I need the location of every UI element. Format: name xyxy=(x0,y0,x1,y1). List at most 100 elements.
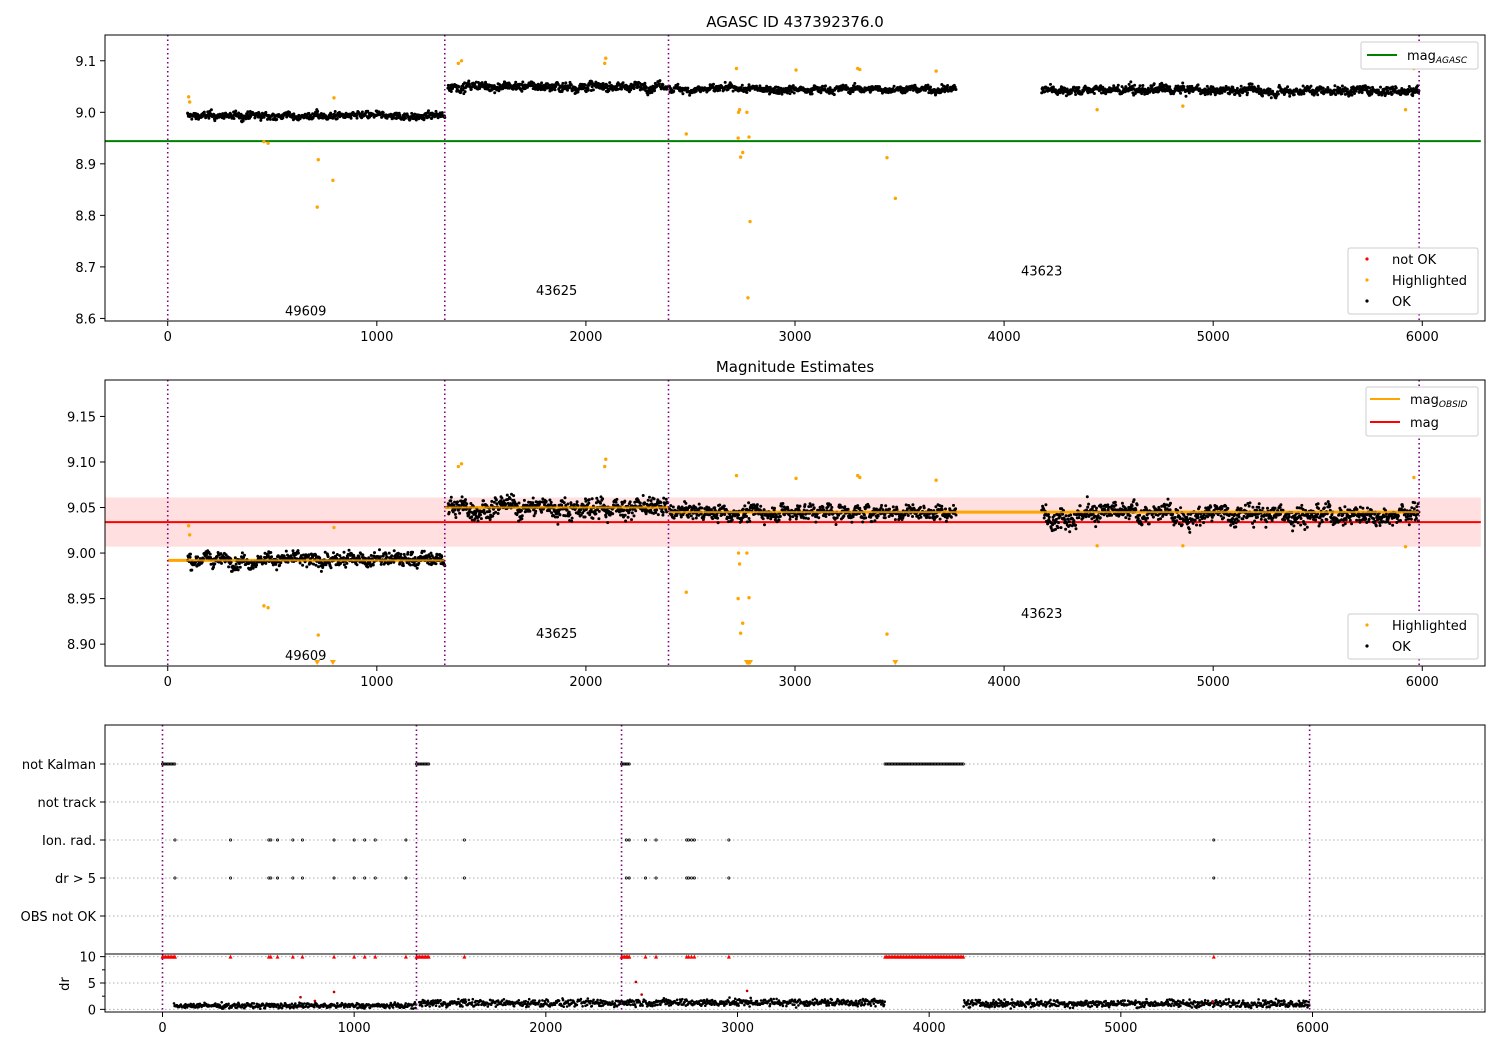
p2-ok-point xyxy=(614,500,618,504)
p2-ok-point xyxy=(456,500,459,504)
p1-ok-point xyxy=(1360,91,1364,95)
p1-ok-point xyxy=(328,116,332,120)
p1-ok-point xyxy=(222,116,226,120)
p1-ok-point xyxy=(1180,88,1184,92)
p2-ok-point xyxy=(1128,514,1132,518)
p2-ok-point xyxy=(208,552,212,556)
p2-ok-point xyxy=(606,521,610,525)
p2-ok-point xyxy=(1179,506,1183,510)
p2-ok-point xyxy=(1067,520,1071,524)
p1-ok-point xyxy=(566,88,569,92)
p1-ok-point xyxy=(561,81,565,85)
p2-ok-point xyxy=(1054,527,1057,531)
p2-ok-point xyxy=(611,512,615,516)
p1-ok-point xyxy=(1345,87,1349,91)
p2-ok-point xyxy=(1042,516,1046,520)
p2-ok-point xyxy=(520,509,523,512)
p1-highlighted-point xyxy=(603,61,607,66)
p1-ok-point xyxy=(844,84,848,87)
p1-ok-point xyxy=(643,81,647,85)
p1-ok-point xyxy=(621,81,625,85)
p1-ok-point xyxy=(1220,91,1224,95)
p1-xtick-label: 1000 xyxy=(360,330,393,345)
p2-ok-point xyxy=(808,502,812,506)
p2-ok-point xyxy=(332,551,335,555)
p2-ok-point xyxy=(230,569,234,573)
p2-ok-point xyxy=(804,516,808,520)
p1-ok-point xyxy=(501,87,505,91)
p1-ok-point xyxy=(1104,92,1108,96)
p2-ok-point xyxy=(520,517,524,521)
p2-ok-point xyxy=(558,513,562,517)
p2-ok-point xyxy=(227,565,231,569)
p2-ok-point xyxy=(862,513,866,517)
p2-ok-point xyxy=(615,497,619,501)
p2-ok-point xyxy=(563,496,567,500)
p1-highlighted-point xyxy=(738,155,743,159)
p2-ok-point xyxy=(578,510,582,514)
p2-ok-point xyxy=(264,561,268,565)
p1-highlighted-point xyxy=(885,155,889,160)
p1-xtick-label: 4000 xyxy=(988,330,1021,345)
p1-ok-point xyxy=(1069,91,1073,95)
p1-ok-point xyxy=(569,83,573,87)
p1-ok-point xyxy=(646,93,650,97)
p1-ok-point xyxy=(1184,94,1188,98)
p2-ok-point xyxy=(508,497,512,501)
p1-highlighted-point xyxy=(186,95,191,99)
p2-ok-point xyxy=(870,520,874,524)
p2-ok-point xyxy=(922,506,926,510)
p1-ok-point xyxy=(349,116,353,120)
p2-ok-point xyxy=(1057,521,1060,525)
p1-obsid-label: 43623 xyxy=(1021,264,1062,279)
p1-highlighted-point xyxy=(934,69,938,73)
p1-xtick-label: 6000 xyxy=(1406,330,1439,345)
p2-ok-point xyxy=(649,499,653,503)
p2-ok-point xyxy=(743,504,747,508)
p1-ytick-label: 8.6 xyxy=(75,312,96,327)
p2-ok-point xyxy=(544,499,548,503)
p2-ok-point xyxy=(371,563,375,567)
p1-highlighted-point xyxy=(736,136,740,140)
p2-ok-point xyxy=(465,502,469,506)
p1-highlighted-point xyxy=(1181,104,1185,108)
p1-ok-point xyxy=(288,111,292,114)
p2-ok-point xyxy=(274,561,278,565)
p2-ok-point xyxy=(449,495,453,499)
p2-ok-point xyxy=(583,515,587,519)
p1-ok-point xyxy=(1309,84,1313,88)
p2-ok-point xyxy=(906,514,910,517)
p1-ok-point xyxy=(1160,81,1164,85)
p1-highlighted-point xyxy=(187,100,192,104)
p1-ok-point xyxy=(1390,92,1394,96)
p1-ok-point xyxy=(449,90,453,93)
p1-ok-point xyxy=(1187,91,1191,95)
p2-ok-point xyxy=(189,552,192,556)
p2-ok-point xyxy=(502,499,506,503)
p2-ok-point xyxy=(238,565,242,569)
p2-ok-point xyxy=(867,505,871,509)
p2-ok-point xyxy=(893,518,897,522)
p1-xtick-label: 3000 xyxy=(778,330,811,345)
p1-ok-point xyxy=(1391,85,1395,89)
p2-ok-point xyxy=(821,505,825,509)
p1-ok-point xyxy=(1301,84,1305,88)
p2-ok-point xyxy=(763,523,766,527)
p2-ok-point xyxy=(531,496,535,500)
p2-ok-point xyxy=(1136,517,1140,520)
p1-ok-point xyxy=(658,82,661,86)
p1-highlighted-point xyxy=(736,110,741,114)
p2-ok-point xyxy=(655,508,659,512)
p2-ok-point xyxy=(517,501,521,505)
p2-ok-point xyxy=(500,496,504,500)
p1-obsid-label: 43625 xyxy=(536,284,577,299)
p2-ok-point xyxy=(522,498,526,502)
p1-ok-point xyxy=(1268,87,1272,91)
p2-ok-point xyxy=(347,548,351,552)
p2-ok-point xyxy=(590,497,594,501)
p1-ok-point xyxy=(545,82,549,86)
p2-ok-point xyxy=(453,512,457,516)
p2-ok-point xyxy=(373,551,376,555)
p2-ok-point xyxy=(730,518,734,522)
